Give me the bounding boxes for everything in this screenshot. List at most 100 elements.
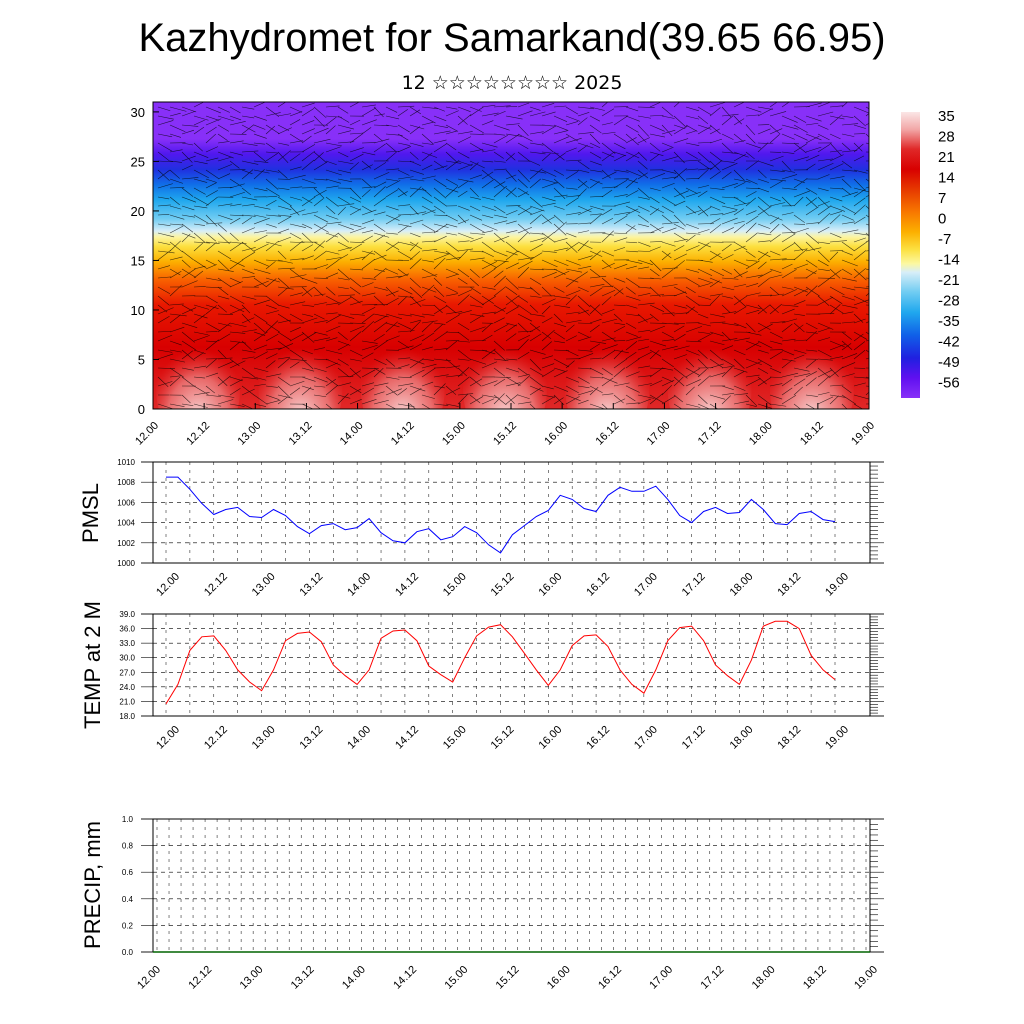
wind-vector [781,169,796,173]
wind-vector [637,133,647,143]
precip-frame [152,818,871,953]
wind-vector [229,340,247,344]
wind-vector [229,379,243,387]
wind-vector [661,142,674,148]
wind-vector [853,382,866,387]
wind-vector [757,178,770,183]
wind-vector [409,205,419,215]
wind-vector [337,358,349,366]
wind-vector [289,205,300,216]
wind-vector [433,139,447,144]
wind-vector [817,174,830,180]
wind-vector [265,320,279,333]
wind-vector [325,125,336,135]
wind-vector [625,295,641,301]
wind-vector [205,242,217,252]
wind-vector [853,286,869,289]
wind-vector [457,232,474,240]
wind-vector [817,349,832,358]
wind-vector [469,160,485,169]
pmsl-x-tick-label: 13.00 [250,571,278,599]
wind-vector [589,196,604,198]
wind-vector [589,151,602,159]
wind-vector [829,384,844,387]
wind-vector [541,363,555,369]
wind-vector [481,196,495,201]
wind-vector [313,367,327,373]
wind-vector [373,267,387,279]
wind-vector [265,214,281,217]
wind-vector [457,289,473,297]
wind-vector [397,250,413,260]
wind-vector [649,393,664,405]
wind-vector [373,334,385,342]
wind-vector [157,286,171,295]
wind-vector [289,196,303,201]
wind-vector [745,133,756,144]
wind-vector [265,347,282,351]
wind-vector [481,171,494,180]
wind-vector [469,174,483,180]
wind-vector [481,394,499,399]
wind-vector [697,229,710,234]
wind-vector [325,196,339,207]
colorbar-label: -42 [938,334,960,351]
wind-vector [829,240,847,243]
wind-vector [697,295,711,300]
wind-vector [469,394,481,404]
wind-vector [577,349,593,352]
wind-vector [229,203,242,207]
pmsl-x-tick-label: 14.12 [393,571,421,599]
pmsl-y-axis-label: PMSL [78,483,103,543]
wind-vector [721,254,734,261]
wind-vector [769,331,783,339]
wind-vector [601,367,613,376]
wind-vector [169,340,182,346]
wind-vector [205,157,219,162]
pmsl-frame [152,461,871,564]
wind-vector [757,403,772,409]
wind-vector [853,313,864,323]
wind-vector [673,345,690,351]
wind-vector [433,250,451,255]
wind-vector [793,263,809,270]
wind-vector [553,214,565,224]
wind-vector [601,337,616,342]
wind-vector [337,130,351,135]
wind-vector [493,181,506,189]
wind-vector [457,393,469,405]
wind-vector [721,365,735,369]
wind-vector [529,322,541,332]
wind-vector [769,258,787,261]
wind-vector [769,214,783,221]
wind-vector [721,366,733,378]
wind-vector [265,310,279,315]
wind-vector [217,357,233,360]
wind-vector [673,304,687,309]
wind-vector [601,277,613,288]
wind-vector [613,247,626,252]
wind-vector [193,392,210,396]
wind-vector [841,102,848,108]
wind-vector [457,178,474,183]
wind-vector [253,124,266,130]
wind-vector [733,295,747,308]
wind-vector [181,403,194,406]
wind-vector [265,385,278,388]
wind-vector [721,345,734,351]
wind-vector [445,268,460,275]
wind-vector [793,288,809,297]
wind-vector [769,286,780,296]
wind-vector [253,344,268,351]
pmsl-y-tick-label: 1000 [117,559,135,568]
wind-vector [781,187,797,190]
colorbar-label: -7 [938,231,951,248]
wind-vector [205,264,217,270]
wind-vector [733,337,750,342]
wind-vector [241,388,255,396]
wind-vector [721,304,731,313]
wind-vector [769,293,785,297]
wind-vector [301,144,316,153]
wind-vector [577,353,594,360]
wind-vector [757,160,774,167]
